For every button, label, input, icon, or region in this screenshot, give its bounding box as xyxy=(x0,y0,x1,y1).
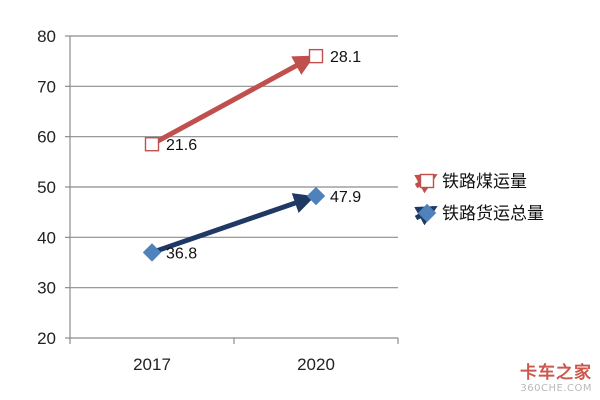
series-line xyxy=(151,193,315,255)
y-tick-label: 80 xyxy=(37,27,56,46)
y-tick-label: 60 xyxy=(37,128,56,147)
data-label: 36.8 xyxy=(166,245,197,262)
x-tick-label: 2017 xyxy=(133,355,171,374)
y-tick-label: 50 xyxy=(37,178,56,197)
data-label: 21.6 xyxy=(166,137,197,154)
data-label: 47.9 xyxy=(330,189,361,206)
grid-lines xyxy=(70,35,398,289)
y-tick-label: 70 xyxy=(37,77,56,96)
y-tick-label: 20 xyxy=(37,329,56,348)
legend-item: 铁路煤运量 xyxy=(414,172,527,194)
x-tick-label: 2020 xyxy=(297,355,335,374)
diamond-marker xyxy=(417,203,437,223)
watermark-site-text: 360CHE.COM xyxy=(520,383,592,394)
series-1: 36.8 47.9 xyxy=(142,186,361,262)
legend-label: 铁路货运总量 xyxy=(442,204,544,224)
axes xyxy=(65,35,399,344)
data-label: 28.1 xyxy=(330,49,361,66)
diamond-marker xyxy=(306,186,326,206)
legend-label: 铁路煤运量 xyxy=(442,172,527,192)
legend-item: 铁路货运总量 xyxy=(414,203,544,226)
y-tick-label: 40 xyxy=(37,228,56,247)
series-0: 21.6 28.1 xyxy=(144,48,361,154)
series-group: 21.6 28.1 36.8 47.9 xyxy=(142,48,361,262)
y-tick-labels: 20 30 40 50 60 70 80 xyxy=(37,27,56,348)
series-line xyxy=(150,55,315,147)
square-marker xyxy=(419,173,435,189)
square-marker xyxy=(144,137,160,152)
watermark-logo-text: 卡车之家 xyxy=(520,363,592,383)
diamond-marker xyxy=(142,243,162,262)
x-tick-labels: 2017 2020 xyxy=(133,355,335,374)
square-marker xyxy=(308,48,324,64)
watermark: 卡车之家 360CHE.COM xyxy=(520,365,592,394)
y-tick-label: 30 xyxy=(37,279,56,298)
